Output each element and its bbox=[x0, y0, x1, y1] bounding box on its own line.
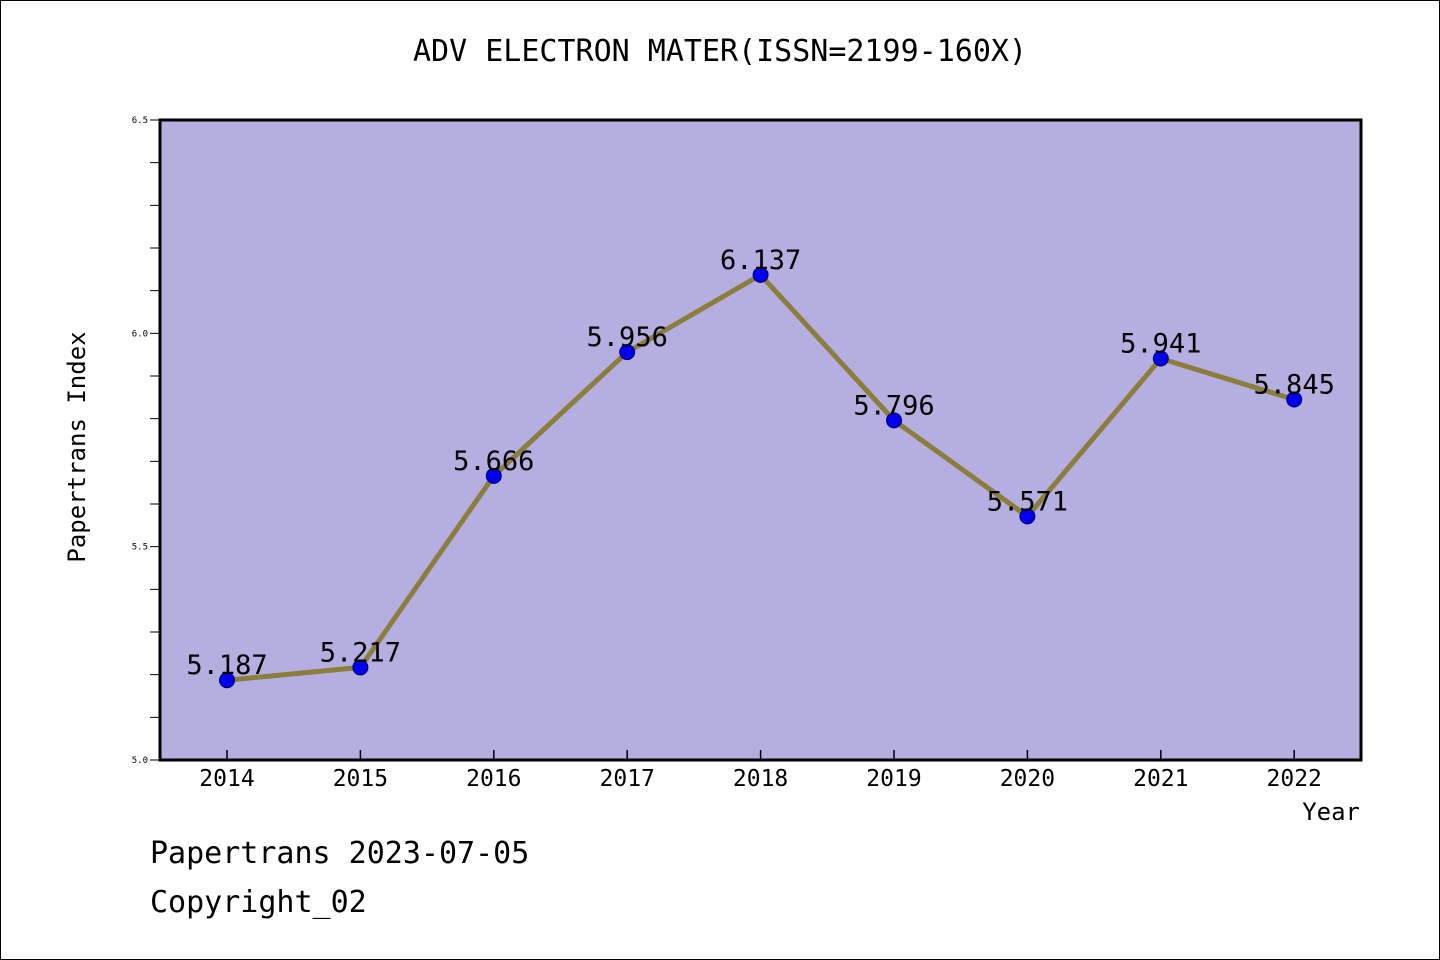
data-point bbox=[1019, 508, 1036, 525]
data-label: 5.845 bbox=[1254, 369, 1335, 400]
data-point bbox=[619, 344, 636, 361]
y-tick-label: 6.5 bbox=[132, 116, 148, 126]
data-point bbox=[485, 467, 502, 484]
x-tick-label: 2018 bbox=[733, 766, 788, 792]
x-tick-label: 2020 bbox=[1000, 766, 1055, 792]
chart-title: ADV ELECTRON MATER(ISSN=2199-160X) bbox=[412, 34, 1028, 69]
x-tick-label: 2022 bbox=[1267, 766, 1322, 792]
data-point bbox=[1286, 391, 1303, 408]
plot-area bbox=[160, 120, 1361, 760]
data-label: 6.137 bbox=[720, 245, 801, 276]
x-tick-label: 2019 bbox=[866, 766, 921, 792]
footer-copyright: Copyright_02 bbox=[150, 885, 367, 920]
data-label: 5.666 bbox=[453, 446, 534, 477]
y-tick-label: 6.0 bbox=[132, 329, 148, 339]
y-tick-label: 5.0 bbox=[132, 756, 148, 766]
data-point bbox=[352, 659, 369, 676]
y-axis-title: Papertrans Index bbox=[63, 331, 91, 562]
data-point bbox=[886, 412, 902, 429]
data-label: 5.571 bbox=[987, 486, 1068, 517]
data-label: 5.217 bbox=[320, 637, 401, 668]
footer-date: Papertrans 2023-07-05 bbox=[150, 836, 530, 871]
data-markers bbox=[219, 266, 1303, 689]
x-tick-label: 2015 bbox=[333, 766, 388, 792]
data-label: 5.941 bbox=[1120, 329, 1201, 360]
data-point bbox=[219, 672, 235, 689]
plot-border bbox=[158, 118, 1363, 762]
y-axis: 5.0 5.5 6.0 6.5 bbox=[132, 116, 160, 766]
data-point bbox=[752, 266, 769, 283]
x-tick-label: 2017 bbox=[600, 766, 655, 792]
y-tick-label: 5.5 bbox=[132, 543, 148, 553]
x-tick-label: 2021 bbox=[1133, 766, 1188, 792]
x-axis-title: Year bbox=[1302, 798, 1360, 826]
data-label: 5.796 bbox=[853, 390, 934, 421]
x-axis: 2014 2015 2016 2017 2018 2019 2020 2021 2022 bbox=[199, 750, 1322, 792]
data-label: 5.956 bbox=[587, 322, 668, 353]
data-point bbox=[1152, 350, 1169, 367]
x-tick-label: 2014 bbox=[199, 766, 254, 792]
data-labels: 5.187 5.217 5.666 5.956 6.137 5.796 5.571 5.941… bbox=[186, 245, 1334, 681]
data-label: 5.187 bbox=[186, 650, 267, 681]
x-tick-label: 2016 bbox=[466, 766, 521, 792]
